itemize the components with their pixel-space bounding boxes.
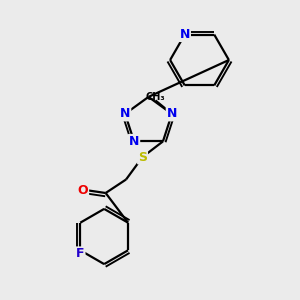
Text: CH₃: CH₃ (146, 92, 165, 102)
Text: O: O (77, 184, 88, 196)
Text: N: N (167, 107, 177, 120)
Text: F: F (76, 248, 85, 260)
Text: N: N (129, 135, 139, 148)
Text: S: S (138, 151, 147, 164)
Text: N: N (180, 28, 190, 41)
Text: N: N (120, 107, 130, 120)
